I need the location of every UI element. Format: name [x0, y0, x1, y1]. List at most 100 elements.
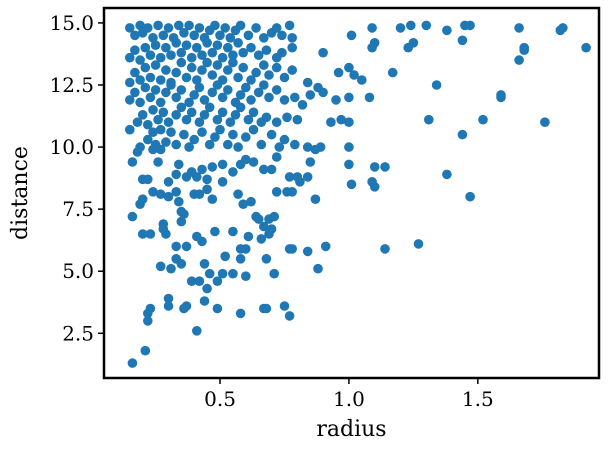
x-axis-label: radius — [316, 417, 386, 442]
data-point-0-302 — [135, 20, 145, 31]
data-point-0-167 — [204, 102, 215, 113]
data-point-0-278 — [207, 47, 218, 58]
data-point-0-155 — [137, 110, 148, 120]
data-point-0-160 — [163, 117, 174, 127]
data-point-0-30 — [199, 259, 210, 269]
data-point-0-18 — [194, 276, 205, 287]
data-point-0-100 — [163, 177, 174, 187]
data-point-0-231 — [161, 65, 171, 75]
data-point-0-121 — [369, 162, 380, 172]
data-point-0-64 — [158, 224, 169, 234]
data-point-0-298 — [519, 42, 529, 53]
data-point-0-84 — [287, 187, 298, 197]
data-point-0-208 — [246, 95, 256, 105]
data-point-0-272 — [176, 47, 187, 58]
data-point-0-197 — [184, 97, 194, 108]
data-point-0-285 — [246, 42, 256, 53]
data-point-0-117 — [284, 172, 295, 182]
data-point-0-14 — [261, 303, 272, 314]
data-point-0-77 — [207, 194, 218, 204]
data-point-0-289 — [277, 47, 287, 58]
data-point-0-7 — [163, 293, 174, 304]
data-point-0-258 — [349, 70, 359, 80]
data-point-0-40 — [320, 241, 331, 252]
data-point-0-267 — [150, 40, 161, 50]
data-point-0-126 — [150, 139, 161, 150]
data-point-0-234 — [176, 57, 187, 68]
data-point-0-78 — [217, 177, 228, 187]
data-point-0-190 — [145, 92, 156, 103]
data-point-0-259 — [357, 75, 367, 85]
data-point-0-122 — [380, 162, 390, 172]
data-point-0-248 — [251, 67, 261, 78]
data-point-0-201 — [207, 87, 218, 98]
data-point-0-123 — [135, 142, 145, 152]
data-point-0-184 — [478, 114, 488, 125]
data-point-0-200 — [199, 95, 210, 105]
data-point-0-32 — [235, 253, 246, 264]
y-tick-label: 12.5 — [49, 73, 94, 97]
data-point-0-69 — [155, 189, 166, 199]
data-point-0-106 — [197, 164, 207, 175]
data-point-0-254 — [302, 77, 313, 88]
data-point-0-52 — [243, 231, 254, 242]
data-point-0-317 — [210, 20, 220, 31]
data-point-0-76 — [202, 184, 212, 195]
data-point-0-286 — [253, 50, 264, 60]
data-point-0-251 — [271, 62, 282, 73]
data-point-0-105 — [192, 172, 202, 182]
data-point-0-246 — [238, 62, 248, 73]
data-point-0-270 — [166, 50, 176, 60]
data-point-0-143 — [256, 139, 267, 150]
data-point-0-73 — [176, 206, 187, 217]
data-point-0-206 — [235, 90, 246, 100]
data-point-0-20 — [204, 268, 215, 279]
data-point-0-186 — [125, 95, 135, 105]
data-point-0-331 — [346, 30, 357, 41]
data-point-0-339 — [514, 23, 524, 33]
data-point-0-182 — [344, 117, 354, 127]
data-point-0-257 — [344, 62, 354, 73]
data-point-0-87 — [310, 194, 321, 204]
data-point-0-131 — [179, 129, 189, 140]
data-point-0-198 — [189, 90, 199, 100]
data-point-0-132 — [184, 142, 194, 152]
data-point-0-318 — [215, 30, 225, 41]
data-point-0-68 — [148, 187, 158, 197]
data-point-0-226 — [135, 75, 145, 85]
data-point-0-265 — [140, 42, 151, 53]
data-point-0-16 — [284, 311, 295, 321]
data-point-0-102 — [174, 159, 184, 170]
data-point-0-329 — [284, 20, 295, 31]
y-tick-label: 2.5 — [62, 321, 94, 345]
data-point-0-141 — [241, 132, 251, 142]
data-point-0-335 — [421, 20, 432, 31]
data-point-0-266 — [145, 50, 156, 60]
data-point-0-247 — [246, 75, 256, 85]
data-point-0-301 — [130, 30, 140, 41]
data-point-0-304 — [143, 23, 153, 33]
data-point-0-25 — [269, 268, 280, 279]
data-point-0-249 — [259, 60, 269, 70]
data-point-0-81 — [246, 196, 256, 207]
data-point-0-142 — [248, 124, 259, 135]
data-point-0-58 — [269, 211, 280, 222]
data-point-0-125 — [148, 127, 158, 137]
data-point-0-70 — [163, 191, 174, 202]
data-point-0-341 — [558, 23, 568, 33]
data-point-0-293 — [369, 38, 380, 48]
data-point-0-187 — [130, 87, 140, 98]
data-point-0-196 — [176, 85, 187, 95]
data-point-0-0 — [127, 358, 138, 368]
data-point-0-183 — [424, 114, 434, 125]
data-point-0-203 — [217, 92, 228, 103]
data-point-0-169 — [217, 107, 228, 118]
data-point-0-29 — [176, 259, 187, 269]
data-point-0-173 — [243, 114, 254, 125]
data-point-0-269 — [161, 42, 171, 53]
data-point-0-112 — [241, 154, 251, 165]
data-point-0-24 — [241, 271, 251, 282]
data-point-0-310 — [174, 20, 184, 31]
y-tick-label: 7.5 — [62, 197, 94, 221]
data-point-0-46 — [171, 241, 181, 252]
